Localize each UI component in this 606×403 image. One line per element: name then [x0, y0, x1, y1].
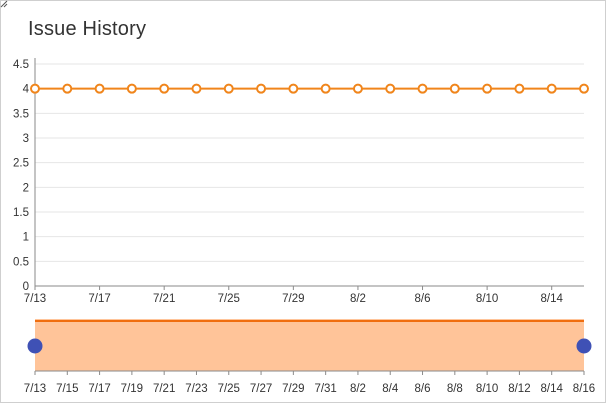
data-point — [514, 83, 525, 94]
range-navigator[interactable]: 7/13 7/15 7/17 7/19 7/21 7/23 7/25 7/27 7/29 7/31… — [24, 319, 595, 395]
navigator-tick-label: 7/31 — [314, 383, 336, 395]
navigator-tick-label: 8/10 — [476, 383, 498, 395]
navigator-area — [35, 319, 584, 371]
data-point — [546, 83, 557, 94]
data-point — [385, 83, 396, 94]
y-tick-label: 0.5 — [13, 256, 29, 268]
navigator-right-handle[interactable] — [576, 338, 592, 354]
data-point — [126, 83, 137, 94]
navigator-tick-label: 8/12 — [508, 383, 530, 395]
data-point — [191, 83, 202, 94]
navigator-tick-label: 7/17 — [88, 383, 110, 395]
navigator-tick-label: 8/2 — [350, 383, 366, 395]
navigator-tick-label: 7/23 — [185, 383, 207, 395]
data-point — [30, 83, 40, 94]
y-tick-label: 3.5 — [13, 108, 29, 120]
x-tick-label: 8/6 — [415, 293, 431, 305]
x-tick-label: 7/21 — [153, 293, 175, 305]
navigator-tick-label: 8/16 — [573, 383, 595, 395]
y-tick-label: 4 — [23, 84, 30, 96]
y-tick-label: 4.5 — [13, 59, 29, 71]
navigator-tick-label: 8/6 — [415, 383, 431, 395]
data-point — [288, 83, 299, 94]
data-point — [62, 83, 73, 94]
y-tick-label: 3 — [23, 133, 29, 145]
x-tick-label: 8/14 — [541, 293, 564, 305]
navigator-tick-label: 7/13 — [24, 383, 46, 395]
x-tick-label: 7/13 — [24, 293, 46, 305]
data-point — [482, 83, 493, 94]
y-tick-label: 2 — [23, 182, 29, 194]
resize-grip-icon[interactable] — [0, 0, 8, 8]
data-point — [223, 83, 234, 94]
navigator-tick-label: 8/14 — [541, 383, 564, 395]
chart-title: Issue History — [28, 18, 147, 40]
y-tick-label: 1 — [23, 232, 29, 244]
data-point — [256, 83, 267, 94]
navigator-tick-label: 8/4 — [382, 383, 399, 395]
navigator-tick-label: 7/29 — [282, 383, 304, 395]
x-axis: 7/13 7/17 7/21 7/25 7/29 8/2 8/6 8/10 8/14 — [24, 285, 584, 305]
navigator-tick-label: 7/27 — [250, 383, 272, 395]
grid-lines — [35, 63, 584, 287]
x-tick-label: 8/10 — [476, 293, 498, 305]
data-point — [94, 83, 105, 94]
navigator-tick-label: 7/25 — [218, 383, 240, 395]
navigator-tick-label: 8/8 — [447, 383, 463, 395]
data-point — [320, 83, 331, 94]
navigator-tick-label: 7/19 — [121, 383, 143, 395]
data-point — [449, 83, 460, 94]
data-point — [352, 83, 363, 94]
y-tick-label: 0 — [23, 281, 29, 293]
x-tick-label: 7/17 — [88, 293, 110, 305]
y-axis: 0 0.5 1 1.5 2 2.5 3 3.5 4 4.5 — [13, 58, 36, 293]
series-line — [30, 83, 589, 94]
data-point — [417, 83, 428, 94]
navigator-tick-label: 7/21 — [153, 383, 175, 395]
navigator-left-handle[interactable] — [27, 338, 43, 354]
x-tick-label: 8/2 — [350, 293, 366, 305]
x-tick-label: 7/29 — [282, 293, 304, 305]
x-tick-label: 7/25 — [218, 293, 240, 305]
y-tick-label: 1.5 — [13, 207, 29, 219]
navigator-tick-label: 7/15 — [56, 383, 78, 395]
data-point — [579, 83, 589, 94]
data-point — [159, 83, 170, 94]
y-tick-label: 2.5 — [13, 158, 29, 170]
